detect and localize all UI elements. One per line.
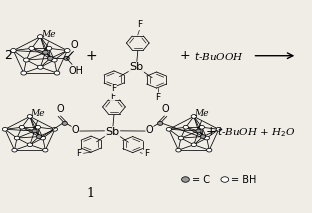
Text: F: F	[110, 92, 115, 101]
Circle shape	[43, 50, 48, 54]
Text: O: O	[72, 125, 79, 135]
Circle shape	[37, 135, 42, 138]
Text: F: F	[155, 93, 161, 102]
Circle shape	[11, 49, 16, 53]
Circle shape	[54, 71, 60, 75]
Circle shape	[62, 122, 67, 125]
Circle shape	[207, 148, 212, 152]
Text: $t$-BuOOH: $t$-BuOOH	[194, 50, 244, 62]
Text: O: O	[56, 104, 64, 114]
Circle shape	[183, 125, 188, 129]
Circle shape	[21, 71, 27, 75]
Circle shape	[12, 148, 17, 152]
Text: = C: = C	[192, 174, 210, 184]
Text: F: F	[76, 149, 81, 158]
Circle shape	[204, 136, 209, 140]
Circle shape	[199, 125, 204, 129]
Text: F: F	[144, 149, 149, 158]
Circle shape	[182, 177, 189, 182]
Circle shape	[37, 65, 43, 69]
Circle shape	[52, 127, 57, 131]
Circle shape	[19, 125, 25, 129]
Circle shape	[47, 56, 53, 60]
Text: $t$-BuOH + H$_2$O: $t$-BuOH + H$_2$O	[217, 125, 296, 139]
Text: Sb: Sb	[129, 62, 143, 72]
Circle shape	[221, 177, 229, 182]
Text: F: F	[111, 84, 116, 93]
Text: O: O	[146, 125, 153, 135]
Circle shape	[27, 143, 32, 147]
Circle shape	[43, 148, 48, 152]
Circle shape	[2, 127, 7, 131]
Circle shape	[14, 136, 20, 140]
Circle shape	[40, 136, 46, 140]
Text: +: +	[86, 49, 97, 63]
Text: = BH: = BH	[232, 174, 257, 184]
Circle shape	[35, 125, 41, 129]
Circle shape	[176, 148, 181, 152]
Text: Sb: Sb	[105, 127, 119, 137]
Text: +: +	[206, 125, 216, 138]
Circle shape	[29, 46, 35, 50]
Text: O: O	[161, 104, 169, 114]
Circle shape	[200, 135, 206, 138]
Text: 2: 2	[4, 49, 12, 62]
Circle shape	[37, 35, 43, 39]
Text: Me: Me	[194, 109, 209, 118]
Circle shape	[178, 136, 183, 140]
Circle shape	[191, 115, 197, 118]
Circle shape	[23, 58, 29, 62]
Circle shape	[27, 115, 32, 118]
Text: Me: Me	[30, 109, 45, 118]
Circle shape	[191, 143, 197, 147]
Circle shape	[51, 58, 57, 62]
Circle shape	[32, 129, 37, 133]
Text: +: +	[179, 49, 190, 62]
Text: F: F	[137, 20, 142, 29]
Circle shape	[46, 46, 52, 50]
Text: Me: Me	[41, 30, 56, 39]
Text: O: O	[70, 40, 78, 50]
Circle shape	[196, 129, 201, 133]
Circle shape	[216, 127, 222, 131]
Text: 1: 1	[86, 187, 94, 200]
Circle shape	[64, 56, 69, 60]
Text: OH: OH	[68, 66, 83, 76]
Circle shape	[166, 127, 172, 131]
Circle shape	[158, 122, 163, 125]
Circle shape	[65, 49, 70, 53]
